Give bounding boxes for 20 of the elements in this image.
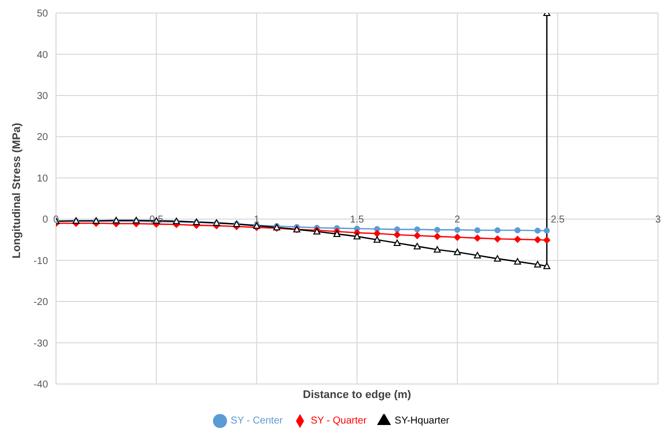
x-tick-label: 3 [655, 214, 662, 226]
y-tick-label: 20 [36, 132, 48, 144]
x-axis-title: Distance to edge (m) [302, 388, 412, 401]
x-tick-label: 1 [254, 214, 260, 226]
x-tick-label: 0.5 [149, 214, 164, 226]
y-tick-label: -20 [34, 297, 48, 308]
y-tick-label: 10 [36, 173, 48, 184]
y-tick-label: -40 [34, 380, 48, 391]
legend-label: SY - Quarter [310, 416, 367, 427]
x-tick-label: 1.5 [350, 214, 364, 226]
y-tick-label: -10 [34, 256, 48, 267]
y-tick-label: 30 [36, 90, 48, 102]
y-tick-label: 40 [36, 50, 48, 61]
x-tick-label: 2.5 [550, 214, 566, 226]
x-tick-label: 2 [454, 214, 461, 226]
y-tick-label: -30 [34, 338, 48, 350]
y-tick-label: 50 [36, 8, 48, 20]
y-axis-title: Longitudinal Stress (MPa) [10, 122, 23, 258]
legend-label: SY - Center [230, 416, 283, 427]
legend-label: SY-Hquarter [394, 416, 450, 427]
